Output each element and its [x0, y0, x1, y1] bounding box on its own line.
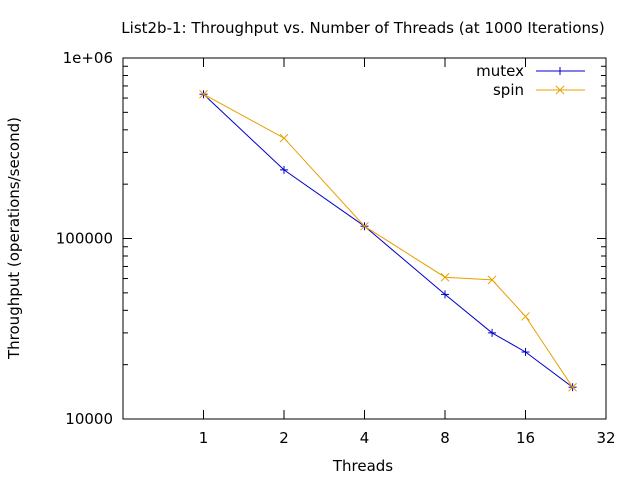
x-tick-label: 32	[596, 429, 615, 447]
legend-label: spin	[493, 81, 524, 99]
y-tick-label: 10000	[65, 410, 113, 428]
data-point-spin	[568, 382, 577, 392]
marker-stroke	[279, 133, 289, 143]
marker-stroke	[199, 89, 208, 99]
data-point-spin	[199, 89, 208, 99]
data-point-spin	[487, 275, 497, 285]
series-spin	[199, 89, 577, 392]
x-tick-label: 8	[440, 429, 450, 447]
marker-stroke	[440, 272, 450, 282]
chart-title: List2b-1: Throughput vs. Number of Threa…	[121, 19, 604, 37]
marker-stroke	[555, 85, 565, 95]
y-tick-label: 100000	[56, 230, 113, 248]
data-point-mutex	[521, 348, 530, 357]
x-tick-label: 1	[199, 429, 209, 447]
plot-area-frame	[122, 57, 607, 420]
legend-label: mutex	[476, 62, 524, 80]
legend-entry-mutex: mutex	[476, 62, 585, 80]
marker-stroke	[568, 382, 577, 392]
data-point-mutex	[441, 290, 449, 299]
data-point-spin	[279, 133, 289, 143]
x-tick-label: 4	[360, 429, 370, 447]
series-layer	[199, 89, 577, 392]
axis-ticks: 1 2 4 8 16 32 10000 100000 1e+06	[56, 49, 616, 447]
x-tick-label: 16	[516, 429, 535, 447]
legend-marker-spin	[555, 85, 565, 95]
legend-marker-mutex	[556, 67, 564, 75]
series-line-spin	[203, 93, 574, 388]
data-point-mutex	[280, 165, 288, 174]
marker-stroke	[487, 275, 497, 285]
y-axis-label: Throughput (operations/second)	[5, 117, 23, 360]
legend-entry-spin: spin	[493, 81, 585, 99]
data-point-spin	[360, 221, 369, 231]
x-tick-label: 2	[279, 429, 289, 447]
series-mutex	[199, 90, 577, 392]
data-point-mutex	[488, 328, 497, 337]
marker-stroke	[360, 221, 369, 231]
data-point-spin	[521, 312, 530, 321]
y-tick-label: 1e+06	[63, 49, 113, 67]
data-point-spin	[440, 272, 450, 282]
marker-stroke	[521, 312, 530, 321]
x-axis-label: Threads	[332, 457, 393, 475]
